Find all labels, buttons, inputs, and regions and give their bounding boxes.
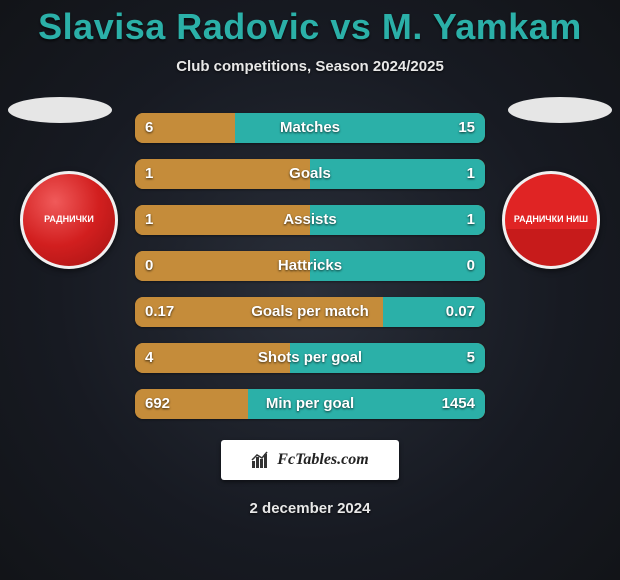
player-right-photo-placeholder [508,97,612,123]
stat-value-left: 4 [145,343,153,373]
club-crest-right: РАДНИЧКИ НИШ [502,171,600,269]
brand-text: FcTables.com [277,451,368,469]
stats-list: 615Matches11Goals11Assists00Hattricks0.1… [135,113,485,435]
stat-value-left: 1 [145,205,153,235]
brand-plate[interactable]: FcTables.com [221,440,399,480]
stat-value-left: 1 [145,159,153,189]
stat-row: 0.170.07Goals per match [135,297,485,327]
stat-row: 11Assists [135,205,485,235]
stat-bar-left [135,159,310,189]
stat-bar-right [310,251,485,281]
stat-bar-right [310,205,485,235]
stat-value-left: 0.17 [145,297,174,327]
stat-value-right: 15 [458,113,475,143]
stat-value-left: 692 [145,389,170,419]
page-title: Slavisa Radovic vs M. Yamkam [0,0,620,48]
stat-bar-right [235,113,485,143]
date-line: 2 december 2024 [0,500,620,517]
stat-value-right: 0.07 [446,297,475,327]
club-crest-left: РАДНИЧКИ [20,171,118,269]
stat-value-right: 5 [467,343,475,373]
brand-logo-icon [251,451,273,469]
stat-row: 615Matches [135,113,485,143]
stat-bar-left [135,251,310,281]
club-crest-left-label: РАДНИЧКИ [40,211,98,229]
stat-row: 00Hattricks [135,251,485,281]
stat-bar-left [135,343,290,373]
stat-value-right: 1454 [442,389,475,419]
stat-value-right: 0 [467,251,475,281]
stat-bar-left [135,205,310,235]
club-crest-right-label: РАДНИЧКИ НИШ [510,211,592,229]
stat-value-left: 0 [145,251,153,281]
stat-row: 11Goals [135,159,485,189]
comparison-stage: РАДНИЧКИ РАДНИЧКИ НИШ 615Matches11Goals1… [0,95,620,455]
stat-value-right: 1 [467,205,475,235]
stat-value-left: 6 [145,113,153,143]
stat-row: 6921454Min per goal [135,389,485,419]
stat-value-right: 1 [467,159,475,189]
stat-bar-right [290,343,485,373]
player-left-photo-placeholder [8,97,112,123]
stat-row: 45Shots per goal [135,343,485,373]
stat-bar-right [310,159,485,189]
subtitle: Club competitions, Season 2024/2025 [0,58,620,75]
